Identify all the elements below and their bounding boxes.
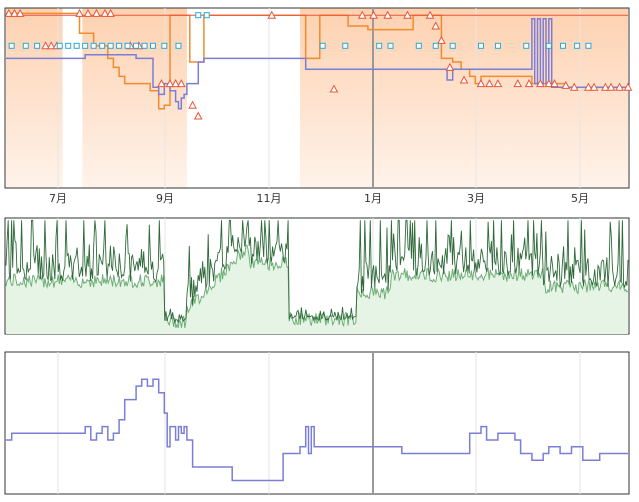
x-tick-label: 5月 — [571, 192, 589, 205]
new-price-marker — [34, 42, 41, 49]
amazon-price-marker — [92, 8, 101, 17]
new-price-marker — [415, 42, 422, 49]
offers-frame — [4, 351, 630, 495]
new-price-marker — [387, 42, 394, 49]
amazon-price-marker — [176, 79, 186, 88]
amazon-price-marker — [584, 82, 593, 91]
new-price-marker — [342, 42, 349, 49]
amazon-price-marker — [403, 10, 412, 19]
new-price-marker — [73, 42, 80, 49]
x-tick-label: 11月 — [257, 192, 282, 205]
amazon-price-marker — [383, 10, 393, 19]
amazon-price-marker — [601, 82, 610, 91]
amazon-price-marker — [561, 80, 571, 89]
amazon-price-marker — [357, 10, 367, 19]
new-price-marker — [585, 42, 592, 49]
amazon-price-marker — [329, 84, 339, 93]
new-price-marker — [203, 12, 210, 19]
sales-rank-chart — [4, 217, 630, 335]
used-price-line — [6, 18, 628, 110]
new-price-marker — [319, 42, 326, 49]
new-price-marker — [133, 42, 140, 49]
amazon-price-marker — [83, 8, 93, 17]
amazon-price-marker — [623, 82, 633, 91]
new-price-marker — [56, 42, 63, 49]
x-tick-label: 9月 — [156, 192, 174, 205]
new-price-marker — [545, 42, 552, 49]
new-price-marker — [477, 42, 484, 49]
new-price-marker — [574, 42, 581, 49]
new-price-marker — [82, 42, 89, 49]
amazon-price-marker — [171, 79, 180, 88]
amazon-price-marker — [10, 8, 19, 17]
amazon-price-marker — [15, 8, 25, 17]
price-frame — [4, 7, 630, 189]
new-price-marker — [432, 42, 439, 49]
new-price-marker — [8, 42, 15, 49]
amazon-price-marker — [165, 79, 175, 88]
x-tick-label: 3月 — [467, 192, 485, 205]
new-price-marker — [90, 42, 97, 49]
amazon-price-marker — [476, 79, 486, 88]
new-price-marker — [141, 42, 148, 49]
amazon-price-marker — [589, 82, 599, 91]
rank-avg-line — [5, 244, 629, 329]
amazon-price-marker — [606, 82, 616, 91]
amazon-price-marker — [267, 10, 277, 19]
offer-count-line — [6, 378, 628, 482]
amazon-price-marker — [431, 21, 441, 30]
new-price-marker — [65, 42, 72, 49]
new-price-marker — [99, 42, 106, 49]
amazon-price-marker — [100, 8, 110, 17]
rank-avg-area — [6, 245, 628, 334]
amazon-price-marker — [437, 35, 446, 44]
amazon-price-marker — [445, 62, 455, 71]
amazon-price-marker — [4, 8, 14, 17]
amazon-price-marker — [106, 8, 115, 17]
amazon-price-marker — [188, 100, 197, 109]
new-price-marker — [559, 42, 566, 49]
offer-count-chart — [4, 351, 630, 495]
amazon-price-marker — [569, 82, 579, 91]
new-price-marker — [523, 42, 530, 49]
amazon-price-marker — [193, 111, 203, 120]
availability-shade — [82, 8, 187, 188]
amazon-price-marker — [157, 79, 166, 88]
new-price-marker — [195, 12, 202, 19]
price-history-chart: 7月 9月 11月 1月 3月 5月 — [4, 7, 633, 205]
availability-shade — [6, 8, 63, 188]
amazon-price-marker — [550, 79, 559, 88]
amazon-price-marker — [615, 82, 624, 91]
amazon-price-marker — [41, 41, 50, 50]
amazon-price-marker — [493, 79, 503, 88]
amazon-price-marker — [544, 79, 554, 88]
new-price-marker — [161, 42, 168, 49]
amazon-price-marker — [485, 79, 494, 88]
new-price-marker — [494, 42, 501, 49]
new-price-marker — [116, 42, 123, 49]
amazon-price-marker — [425, 10, 435, 19]
amazon-price-marker — [536, 79, 545, 88]
new-price-marker — [22, 42, 29, 49]
amazon-price-marker — [369, 10, 378, 19]
x-tick-label: 1月 — [364, 192, 382, 205]
new-price-marker — [449, 42, 456, 49]
x-tick-label: 7月 — [49, 192, 67, 205]
amazon-price-marker — [75, 8, 84, 17]
amazon-price-marker — [459, 75, 469, 84]
new-price-marker — [107, 42, 114, 49]
new-price-marker — [124, 42, 131, 49]
rank-line — [5, 219, 629, 324]
new-price-marker — [175, 42, 182, 49]
amazon-price-marker — [46, 41, 56, 50]
availability-shade — [300, 8, 628, 188]
amazon-price-marker — [524, 79, 534, 88]
new-price-marker — [150, 42, 157, 49]
amazon-price-marker — [513, 79, 523, 88]
new-price-marker — [376, 42, 383, 49]
